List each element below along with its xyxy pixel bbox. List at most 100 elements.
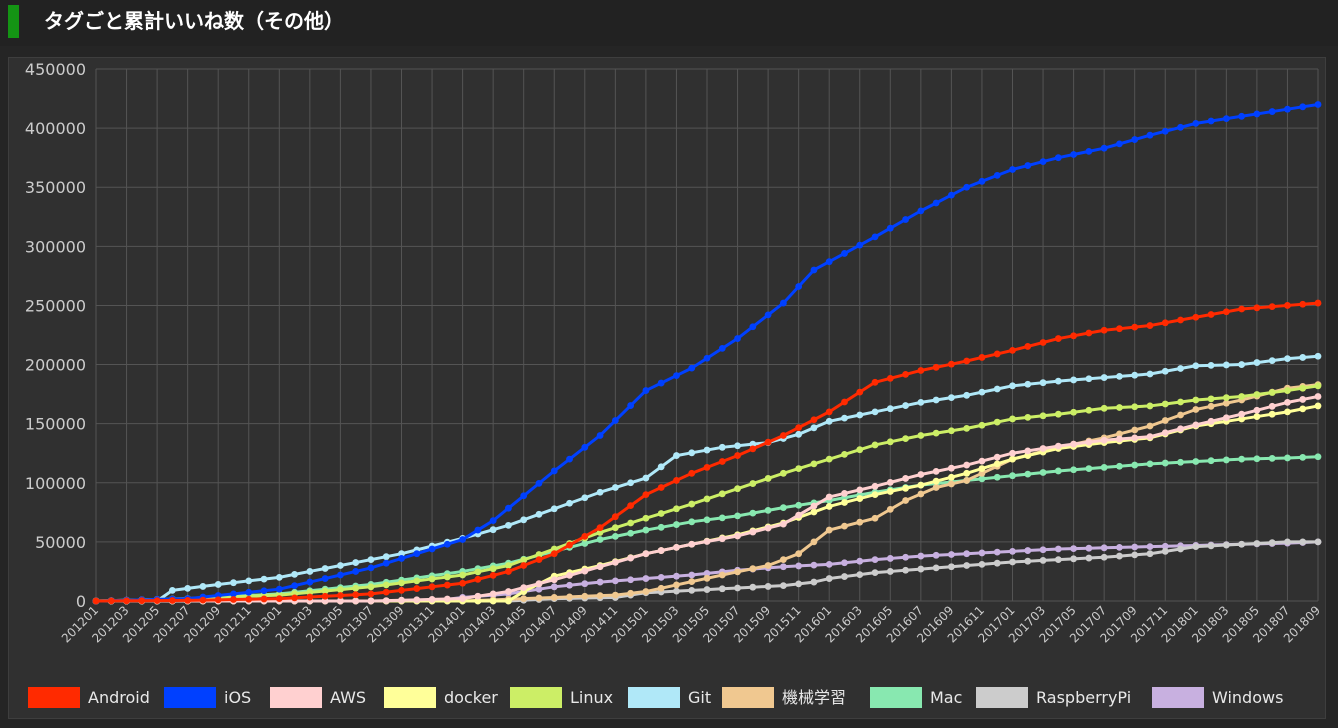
data-point-android [596,524,604,532]
legend-swatch [270,687,322,708]
data-point-aws [428,596,436,603]
data-point-aws [1100,436,1108,444]
data-point-mac [611,532,619,540]
data-point-android [779,432,787,439]
data-point-android [764,438,772,446]
data-point-android [1161,319,1169,327]
legend-swatch [1152,687,1204,708]
y-tick-label: 350000 [25,178,86,197]
data-point-aws [352,597,360,605]
data-point-linux [1192,396,1200,404]
data-point-linux [321,587,329,595]
data-point-mac [1054,467,1062,475]
data-point-raspberrypi [1238,540,1246,548]
legend-swatch [384,687,436,708]
data-point-linux [1268,389,1276,396]
data-point-aws [1085,438,1093,446]
chart-legend: Android iOS AWS docker Linux Git 機械学習 Mac Raspbe… [0,683,1338,713]
header: タグごと累計いいね数（その他） [0,0,1338,46]
data-point-git [505,521,512,529]
data-point-ios [902,216,909,223]
data-point-ios [352,568,360,575]
legend-label: AWS [330,688,367,707]
data-point-- [566,593,573,601]
legend-swatch [628,687,680,708]
data-point-git [1009,382,1016,390]
data-point-android [1009,346,1016,354]
data-point-ios [428,545,436,553]
data-point-git [1238,361,1246,368]
data-point-aws [841,490,848,497]
data-point-mac [1299,453,1307,461]
data-point-git [306,568,314,575]
data-point-mac [1146,460,1154,468]
data-point-windows [993,548,1001,556]
data-point-mac [764,506,772,514]
data-point-- [1222,399,1230,407]
data-point-android [245,595,253,603]
data-point-raspberrypi [1070,555,1077,563]
data-point-raspberrypi [749,583,757,591]
y-tick-label: 0 [76,592,86,611]
data-point-git [184,584,192,592]
data-point-aws [520,584,528,592]
data-point-android [107,597,115,605]
data-point-docker [886,488,894,495]
data-point-android [1146,322,1154,329]
data-point-android [581,532,589,540]
data-point-linux [1009,415,1016,423]
data-point-windows [810,561,818,569]
data-point-android [1131,323,1139,331]
legend-label: docker [444,688,498,707]
data-point-raspberrypi [871,569,879,577]
data-point-linux [871,441,879,449]
data-point-raspberrypi [948,563,955,571]
data-point-docker [1253,413,1261,420]
data-point-git [260,575,268,583]
data-point-linux [902,435,909,443]
data-point-ios [810,266,818,274]
data-point-raspberrypi [1100,553,1108,561]
data-point-aws [917,471,925,478]
data-point-windows [1085,544,1093,552]
data-point-- [1192,406,1200,413]
data-point-android [428,583,436,591]
data-point-android [168,597,176,604]
data-point-git [1192,362,1200,370]
data-point-mac [1192,458,1200,465]
data-point-raspberrypi [1177,545,1184,553]
data-point-android [291,594,298,602]
data-point-- [1161,417,1169,424]
data-point-android [566,541,573,549]
data-point-ios [749,323,757,331]
data-point-git [1024,380,1032,388]
data-point-windows [550,583,558,591]
data-point-aws [1009,449,1016,457]
y-tick-label: 200000 [25,356,86,375]
data-point-mac [1207,457,1215,465]
data-point-linux [306,588,314,596]
data-point-android [948,360,955,368]
data-point-ios [505,504,512,512]
data-point-- [611,591,619,599]
data-point-- [535,594,543,602]
data-point-mac [993,473,1001,481]
data-point-aws [337,597,344,605]
y-tick-label: 300000 [25,237,86,256]
data-point-aws [505,588,512,595]
data-point-linux [1070,408,1077,416]
data-point-ios [779,299,787,307]
data-point-android [795,424,803,432]
data-point-windows [581,580,589,588]
data-point-- [1207,402,1215,410]
data-point-git [1161,367,1169,375]
data-point-ios [932,199,940,207]
data-point-linux [367,583,375,591]
data-point-raspberrypi [810,578,818,586]
data-point-- [825,526,833,534]
data-point-raspberrypi [1207,542,1215,550]
data-point-linux [550,545,558,553]
data-point-linux [917,432,925,439]
data-point-windows [642,575,650,582]
data-point-aws [978,457,986,465]
